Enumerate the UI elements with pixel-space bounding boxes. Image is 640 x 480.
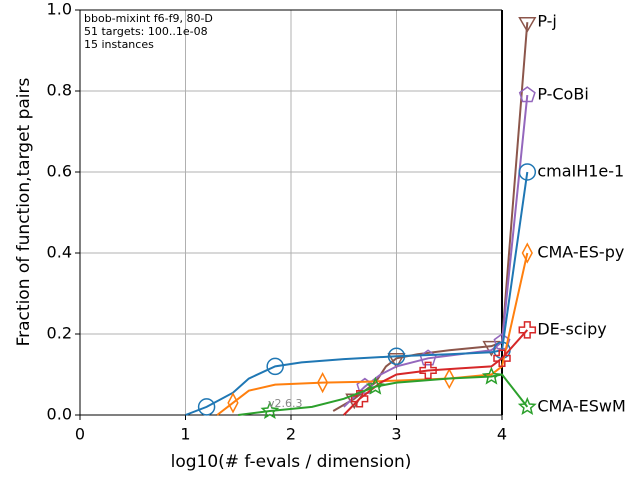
- series-label: DE-scipy: [537, 319, 606, 338]
- plot: [185, 16, 537, 419]
- series-line: [185, 171, 529, 416]
- marker: [443, 368, 455, 390]
- marker: [518, 86, 536, 103]
- x-tick-label: 1: [180, 425, 190, 444]
- x-tick-label: 2: [286, 425, 296, 444]
- grid: [75, 9, 503, 420]
- marker: [387, 353, 406, 369]
- marker: [365, 376, 385, 395]
- marker: [316, 372, 329, 394]
- marker: [481, 366, 501, 385]
- version-label: v2.6.3: [268, 397, 303, 410]
- marker: [266, 357, 284, 376]
- marker: [518, 321, 537, 339]
- annotation: 15 instances: [84, 38, 154, 51]
- series-line: [216, 252, 529, 416]
- marker: [260, 400, 280, 419]
- x-tick-label: 3: [391, 425, 401, 444]
- y-tick-label: 1.0: [47, 0, 72, 19]
- y-tick-label: 0.8: [47, 81, 72, 100]
- y-tick-label: 0.0: [47, 405, 72, 424]
- marker: [517, 396, 537, 415]
- marker: [521, 242, 533, 264]
- x-axis-label: log10(# f-evals / dimension): [171, 452, 412, 472]
- marker: [493, 349, 511, 368]
- y-tick-label: 0.6: [47, 162, 72, 181]
- marker: [518, 16, 537, 33]
- marker: [227, 392, 239, 414]
- marker: [518, 163, 537, 181]
- x-tick-label: 4: [497, 425, 507, 444]
- marker: [419, 361, 437, 380]
- series-label: cmaIH1e-1: [537, 162, 624, 181]
- marker: [197, 398, 216, 416]
- marker: [387, 347, 406, 366]
- series-label: CMA-ES-py: [537, 243, 624, 262]
- annotation: bbob-mixint f6-f9, 80-D: [84, 12, 213, 25]
- series-label: P-j: [537, 12, 557, 31]
- y-tick-label: 0.4: [47, 243, 72, 262]
- x-tick-label: 0: [75, 425, 85, 444]
- series-label: P-CoBi: [537, 85, 588, 104]
- y-tick-label: 0.2: [47, 324, 72, 343]
- annotation: 51 targets: 100..1e-08: [84, 25, 208, 38]
- series-label: CMA-ESwM: [537, 396, 626, 415]
- y-axis-label: Fraction of function,target pairs: [14, 77, 34, 346]
